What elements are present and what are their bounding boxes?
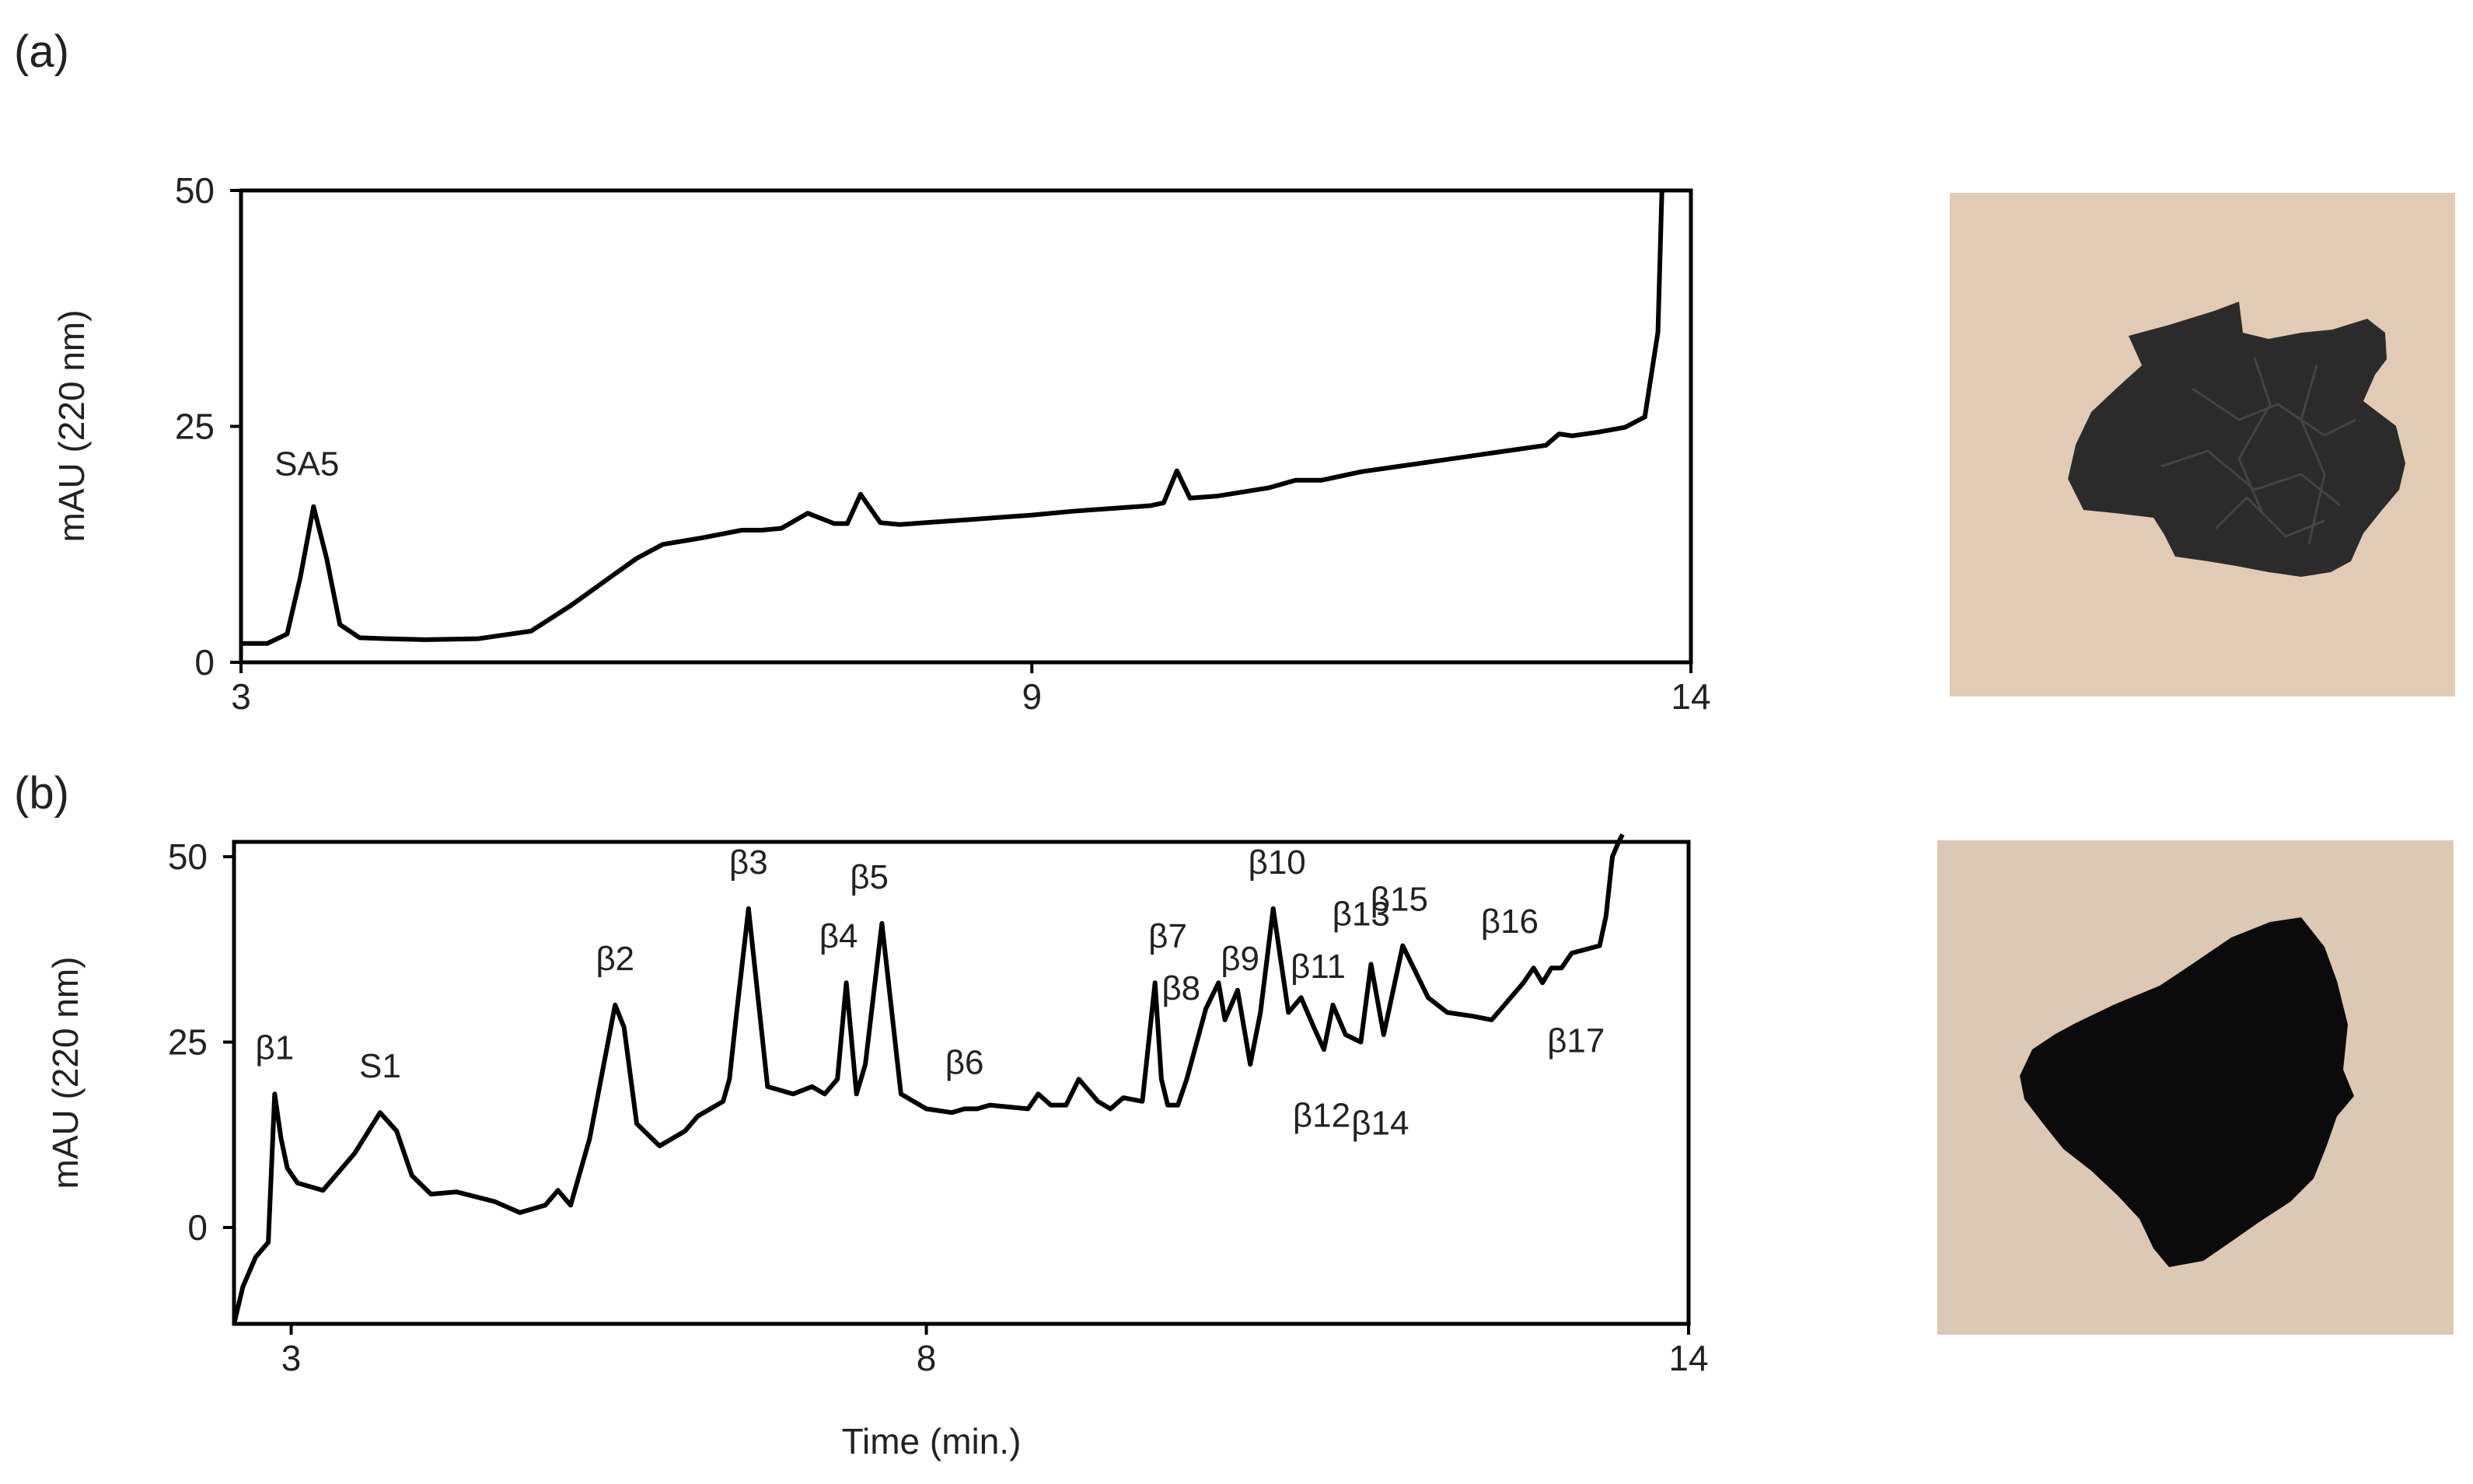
chart-b-xtick-label: 3 xyxy=(281,1338,302,1378)
chart-a-plot-frame xyxy=(239,188,1693,665)
chart-b-peak-label: β12 xyxy=(1293,1097,1350,1135)
particle-a-image xyxy=(2068,302,2405,577)
chart-b-xtick-label: 14 xyxy=(1668,1338,1708,1378)
chart-a-ylabel: mAU (220 nm) xyxy=(51,309,92,542)
chart-a-ticks: 0 25 50 3 9 14 xyxy=(175,170,1711,717)
chart-b-peak-label: β8 xyxy=(1161,969,1200,1007)
particle-b-image xyxy=(2020,917,2354,1267)
sample-photo-a xyxy=(1950,193,2455,697)
chart-b-peak-label: β10 xyxy=(1249,843,1306,882)
chart-b-peak-label: β11 xyxy=(1291,948,1346,986)
chart-b-peak-label: β4 xyxy=(819,917,858,955)
chart-a-annotations: SA5 xyxy=(274,445,339,484)
chart-b-peak-label: β2 xyxy=(596,940,634,978)
chart-b-ticks: 0 25 50 3 8 14 xyxy=(168,836,1709,1378)
chart-b-peak-label: β1 xyxy=(255,1028,294,1067)
chart-a-ytick-label: 0 xyxy=(194,642,215,683)
chart-b-annotations: β1 S1 β2 β3 β4 β5 β6 β7 β8 β9 β10 β11 β12 β13 β14 β15 β1… xyxy=(255,843,1605,1143)
chart-b-plot-frame xyxy=(232,840,1691,1326)
chart-a-trace xyxy=(241,190,1664,646)
chart-b-peak-label: β5 xyxy=(850,858,889,896)
panel-a-label: (a) xyxy=(14,26,69,77)
chart-b-ytick-label: 25 xyxy=(168,1022,208,1063)
chart-b-peak-label: β17 xyxy=(1547,1021,1605,1060)
particle-a-texture xyxy=(2160,357,2356,545)
chart-b-ytick-label: 50 xyxy=(168,836,208,877)
chart-b-ylabel: mAU (220 nm) xyxy=(45,956,86,1189)
chart-a: 0 25 50 3 9 14 SA5 mAU (220 nm) xyxy=(51,170,1711,717)
chart-b-ytick-label: 0 xyxy=(187,1207,208,1248)
chart-b-peak-label: β9 xyxy=(1221,940,1259,978)
chart-b-xtick-label: 8 xyxy=(917,1338,937,1378)
chart-b-xlabel: Time (min.) xyxy=(842,1421,1022,1461)
chart-b-peak-label: β3 xyxy=(729,843,768,882)
chart-a-ytick-label: 25 xyxy=(175,407,215,447)
chart-a-peak-label: SA5 xyxy=(274,445,339,484)
chart-b-trace xyxy=(232,833,1625,1325)
chart-b-peak-label: β15 xyxy=(1371,881,1428,919)
chart-b-peak-label: β6 xyxy=(945,1043,984,1081)
chart-b-peak-label: S1 xyxy=(359,1047,401,1085)
chart-b-peak-label: β14 xyxy=(1351,1104,1409,1142)
chart-a-xtick-label: 3 xyxy=(231,676,251,717)
sample-photo-b xyxy=(1937,840,2454,1335)
chart-a-xtick-label: 14 xyxy=(1671,676,1710,717)
chart-a-xtick-label: 9 xyxy=(1022,676,1042,717)
chart-b-peak-label: β13 xyxy=(1333,896,1390,934)
panel-b-label: (b) xyxy=(14,768,69,819)
chart-b-peak-label: β16 xyxy=(1481,903,1539,941)
chart-b-peak-label: β7 xyxy=(1148,917,1187,955)
chart-a-ytick-label: 50 xyxy=(175,170,215,211)
